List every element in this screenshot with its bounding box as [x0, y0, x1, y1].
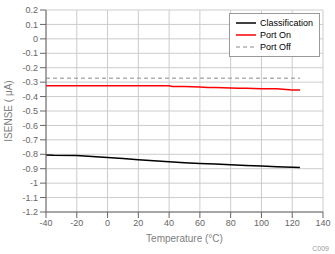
html-text:Port Off: Port Off: [260, 42, 291, 52]
svg-text:-0.6: -0.6: [22, 121, 38, 131]
svg-text:40: 40: [164, 218, 174, 228]
svg-text:-0.8: -0.8: [22, 149, 38, 159]
svg-text:-1: -1: [30, 178, 38, 188]
svg-text:Temperature (°C): Temperature (°C): [146, 233, 223, 244]
svg-text:-0.9: -0.9: [22, 164, 38, 174]
html-text:C009: C009: [312, 245, 329, 252]
svg-text:0: 0: [105, 218, 110, 228]
svg-text:-1.1: -1.1: [22, 193, 38, 203]
svg-text:0.2: 0.2: [25, 5, 38, 15]
svg-text:80: 80: [226, 218, 236, 228]
svg-text:0: 0: [33, 34, 38, 44]
svg-text:-1.2: -1.2: [22, 207, 38, 217]
html-text:Port On: Port On: [260, 30, 291, 40]
svg-text:120: 120: [285, 218, 300, 228]
svg-text:ISENSE ( μA): ISENSE ( μA): [8, 80, 14, 141]
svg-text:60: 60: [195, 218, 205, 228]
svg-text:-0.1: -0.1: [22, 48, 38, 58]
svg-text:-0.2: -0.2: [22, 63, 38, 73]
svg-text:-40: -40: [39, 218, 52, 228]
svg-text:-0.7: -0.7: [22, 135, 38, 145]
html-text:Classification: Classification: [260, 18, 313, 28]
svg-text:-0.3: -0.3: [22, 77, 38, 87]
svg-text:140: 140: [315, 218, 327, 228]
svg-text:-0.5: -0.5: [22, 106, 38, 116]
svg-text:20: 20: [133, 218, 143, 228]
svg-text:-0.4: -0.4: [22, 92, 38, 102]
svg-text:0.1: 0.1: [25, 20, 38, 30]
svg-text:100: 100: [254, 218, 269, 228]
svg-text:-20: -20: [70, 218, 83, 228]
